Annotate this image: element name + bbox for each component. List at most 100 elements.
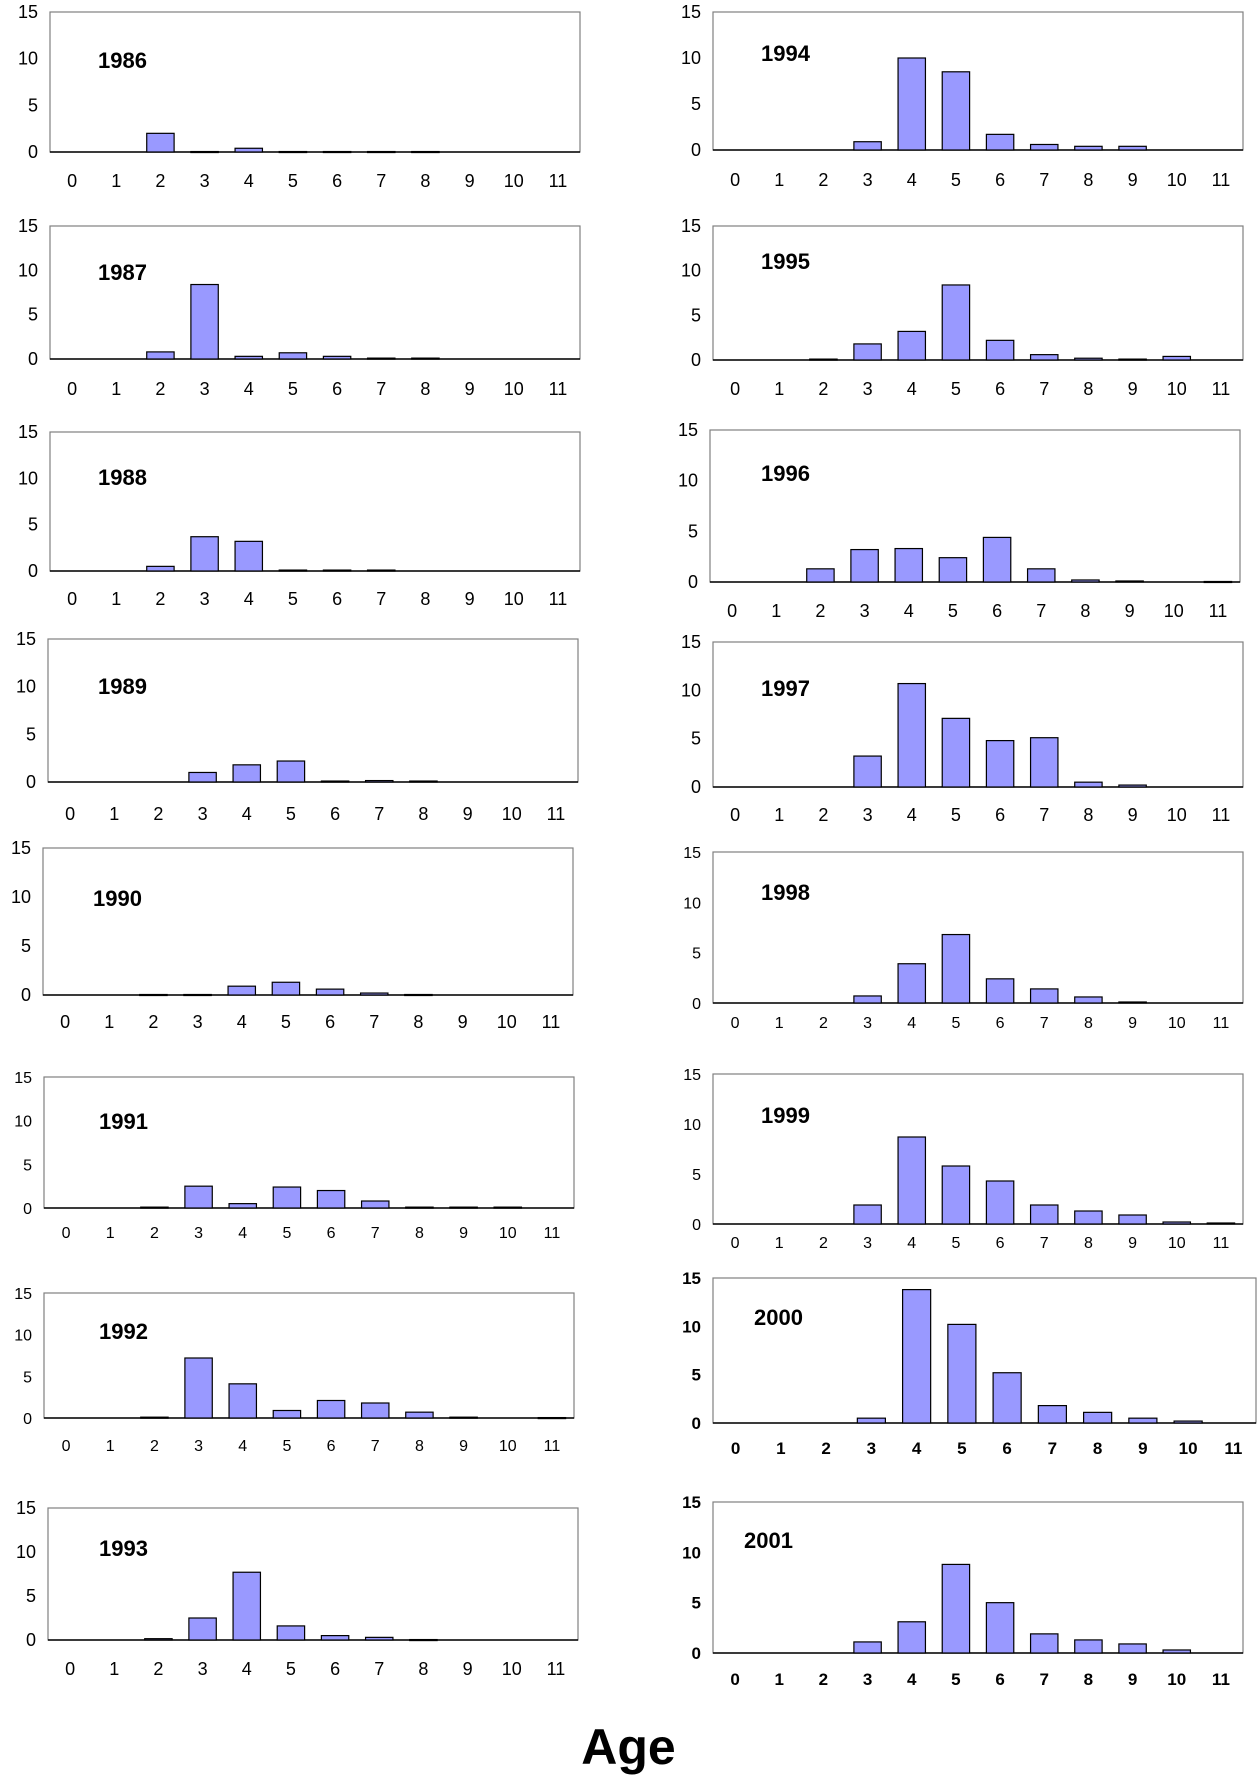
x-tick-label: 7 (1039, 805, 1049, 825)
x-tick-label: 1 (775, 1670, 784, 1689)
x-tick-label: 8 (1093, 1439, 1102, 1458)
x-tick-label: 6 (1002, 1439, 1011, 1458)
x-tick-label: 5 (951, 379, 961, 399)
bar (228, 1383, 258, 1419)
bar (183, 993, 212, 997)
x-tick-label: 7 (376, 171, 386, 191)
bar (278, 352, 308, 360)
x-tick-label: 0 (67, 379, 77, 399)
y-tick-label: 10 (11, 887, 31, 907)
x-tick-label: 0 (730, 1670, 739, 1689)
bar (985, 739, 1015, 788)
x-tick-label: 1 (109, 1659, 119, 1679)
bar (1118, 784, 1147, 788)
bar (449, 1416, 478, 1419)
y-tick-label: 10 (682, 1543, 701, 1562)
x-tick-label: 2 (819, 1015, 828, 1032)
panel-title: 1986 (98, 48, 147, 73)
x-tick-label: 11 (544, 1438, 561, 1455)
x-tick-label: 11 (547, 1659, 566, 1679)
y-tick-label: 0 (23, 1411, 32, 1428)
y-tick-label: 5 (26, 724, 36, 744)
y-tick-label: 5 (28, 515, 38, 535)
x-tick-label: 1 (774, 379, 784, 399)
bar (938, 557, 968, 583)
x-tick-label: 2 (150, 1225, 159, 1242)
bar (366, 569, 396, 572)
x-tick-label: 10 (1167, 379, 1187, 399)
x-tick-label: 2 (819, 1670, 828, 1689)
bar (941, 1563, 971, 1654)
age-axis-label: Age (581, 1719, 676, 1775)
bar (232, 764, 262, 783)
x-tick-label: 8 (1084, 1670, 1093, 1689)
x-tick-label: 10 (502, 1659, 522, 1679)
y-tick-label: 0 (28, 142, 38, 162)
bar (985, 1602, 1015, 1654)
x-tick-label: 9 (1128, 1670, 1137, 1689)
x-tick-label: 6 (996, 1015, 1005, 1032)
bar (1071, 579, 1100, 583)
x-tick-label: 7 (1048, 1439, 1057, 1458)
x-tick-label: 5 (288, 379, 298, 399)
plot-frame (712, 1501, 1244, 1654)
x-tick-label: 3 (198, 804, 208, 824)
x-tick-label: 2 (819, 1235, 828, 1252)
bar (1074, 996, 1103, 1004)
y-tick-label: 15 (678, 420, 698, 440)
x-tick-label: 4 (244, 171, 254, 191)
panel-title: 1993 (99, 1536, 148, 1561)
x-tick-label: 7 (371, 1225, 380, 1242)
y-tick-label: 0 (691, 350, 701, 370)
x-tick-label: 10 (504, 589, 524, 609)
bar (1074, 1639, 1103, 1654)
bar (322, 355, 352, 360)
x-tick-label: 1 (774, 170, 784, 190)
x-tick-label: 0 (65, 804, 75, 824)
x-tick-label: 4 (907, 1670, 917, 1689)
x-tick-label: 4 (907, 1235, 916, 1252)
x-tick-label: 5 (282, 1438, 291, 1455)
bar (320, 1634, 350, 1641)
x-tick-label: 4 (904, 601, 914, 621)
panel-title: 1999 (761, 1103, 810, 1128)
x-tick-label: 3 (200, 589, 210, 609)
y-tick-label: 15 (18, 216, 38, 236)
y-tick-label: 10 (18, 49, 38, 69)
x-tick-label: 10 (1167, 1670, 1186, 1689)
x-tick-label: 9 (1125, 601, 1135, 621)
x-tick-label: 0 (60, 1012, 70, 1032)
x-tick-label: 9 (1128, 1015, 1137, 1032)
x-tick-label: 11 (1212, 170, 1231, 190)
bar (320, 780, 350, 783)
y-tick-label: 0 (28, 349, 38, 369)
y-tick-label: 10 (681, 680, 701, 700)
bar (1074, 781, 1103, 788)
y-tick-label: 15 (682, 1269, 701, 1288)
x-tick-label: 8 (415, 1225, 424, 1242)
x-tick-label: 6 (327, 1225, 336, 1242)
y-tick-label: 5 (28, 305, 38, 325)
x-tick-label: 1 (111, 589, 121, 609)
bar (276, 760, 306, 783)
bar (411, 357, 440, 360)
bar (853, 995, 882, 1004)
x-tick-label: 10 (1179, 1439, 1198, 1458)
bar (947, 1323, 977, 1424)
panel-title: 1997 (761, 676, 810, 701)
x-tick-label: 5 (957, 1439, 966, 1458)
plot-frame (712, 1073, 1244, 1225)
bar (188, 771, 217, 783)
bar (853, 1641, 882, 1654)
x-tick-label: 4 (907, 1015, 916, 1032)
x-tick-label: 9 (459, 1438, 468, 1455)
x-tick-label: 6 (996, 1235, 1005, 1252)
plot-frame (42, 847, 574, 996)
bar (1029, 1633, 1059, 1654)
bar (1206, 1222, 1236, 1225)
bar (272, 1186, 302, 1209)
x-tick-label: 7 (1040, 1235, 1049, 1252)
bar (1173, 1420, 1203, 1424)
x-tick-label: 7 (374, 804, 384, 824)
bar (897, 330, 927, 361)
